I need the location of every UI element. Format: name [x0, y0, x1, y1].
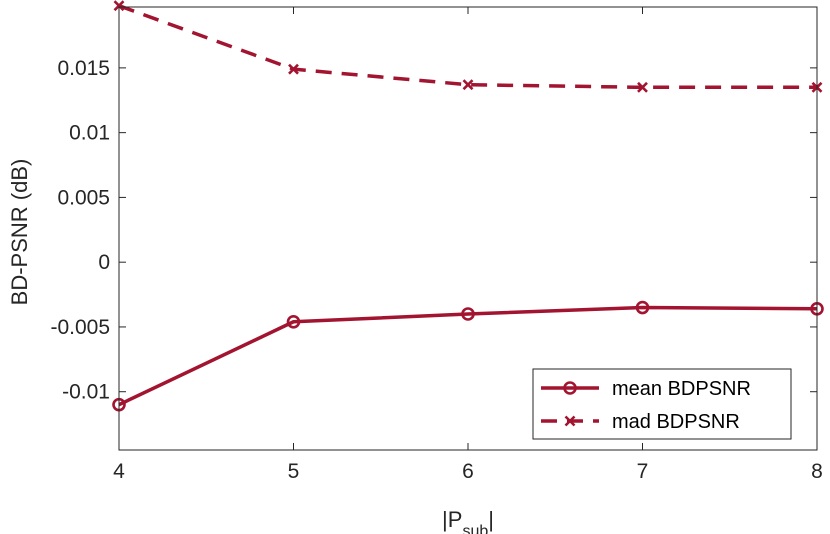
x-tick-label: 6 [462, 460, 474, 483]
y-tick-label: 0 [98, 251, 110, 274]
legend-label-mean: mean BDPSNR [612, 378, 751, 400]
plot-area [112, 0, 824, 412]
x-axis-title-subscript: sub [462, 523, 488, 534]
data-point [461, 307, 475, 321]
x-marker-stroke [462, 79, 474, 91]
data-point [462, 79, 474, 91]
y-tick-label: 0.015 [57, 57, 110, 80]
x-marker-stroke [113, 0, 125, 12]
legend: mean BDPSNR mad BDPSNR [532, 368, 792, 440]
legend-marker-mean [563, 381, 577, 395]
x-tick-label: 7 [637, 460, 649, 483]
data-point [113, 0, 125, 12]
y-tick-label: 0.01 [69, 122, 110, 145]
y-tick-label: -0.01 [62, 381, 110, 404]
x-marker-stroke [564, 415, 576, 427]
legend-label-mad: mad BDPSNR [612, 411, 740, 433]
x-axis-title-main: |P [442, 507, 462, 532]
legend-box [532, 368, 792, 440]
x-tick-label: 5 [288, 460, 300, 483]
tick-labels: 4 5 6 7 8 -0.01 -0.005 0 0.005 0.01 0.015 [50, 57, 822, 483]
axes [118, 6, 818, 451]
legend-x-marker [564, 415, 576, 427]
x-axis-title-end: | [488, 507, 494, 532]
y-tick-label: -0.005 [50, 316, 110, 339]
series-line [118, 4, 817, 90]
legend-marker-mad [564, 415, 576, 427]
x-marker-stroke [288, 63, 299, 75]
x-marker-stroke [637, 81, 648, 93]
data-point [286, 314, 301, 329]
y-axis-title: BD-PSNR (dB) [7, 159, 32, 306]
series-line [118, 305, 818, 407]
x-axis-title: |Psub| [442, 507, 494, 534]
series-mad [113, 0, 823, 93]
data-point [637, 81, 648, 93]
legend-circle-marker [563, 381, 577, 395]
data-point [635, 300, 650, 315]
y-tick-label: 0.005 [57, 186, 110, 209]
data-point [288, 63, 299, 75]
legend-entry-mean: mean BDPSNR [541, 378, 751, 400]
x-tick-label: 4 [113, 460, 125, 483]
x-tick-label: 8 [811, 460, 823, 483]
legend-entry-mad: mad BDPSNR [541, 411, 740, 433]
